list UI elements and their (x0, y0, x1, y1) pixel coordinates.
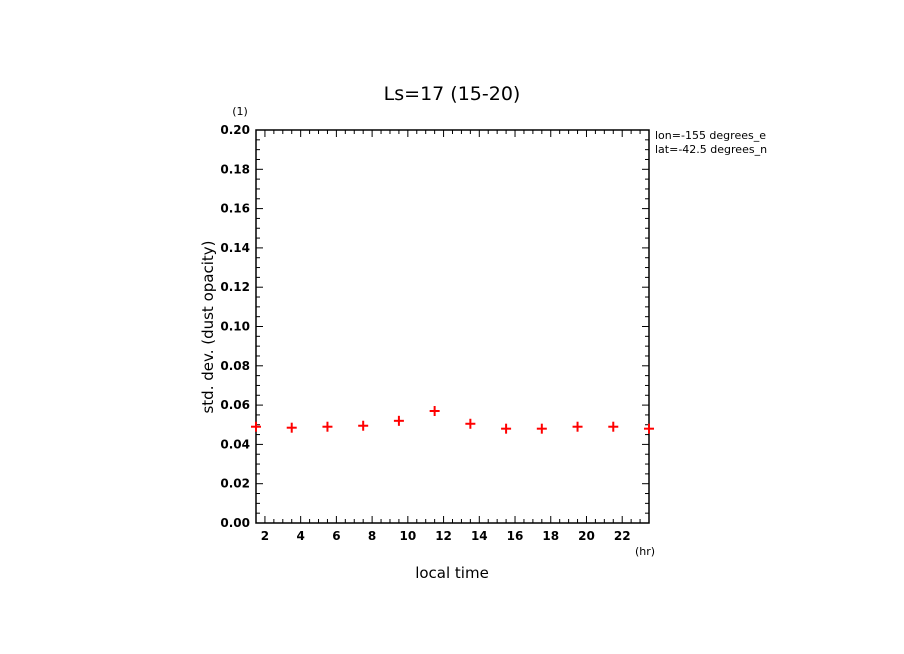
plot-frame (255, 129, 650, 524)
y-unit-label: (1) (232, 105, 248, 118)
x-axis-label: local time (415, 564, 489, 582)
y-tick-label: 0.12 (220, 280, 250, 294)
data-point (358, 420, 369, 431)
x-unit-label: (hr) (635, 545, 655, 558)
x-tick-label: 4 (296, 529, 304, 543)
x-tick-label: 18 (542, 529, 559, 543)
data-point (572, 421, 583, 432)
y-tick-label: 0.08 (220, 359, 250, 373)
data-point (393, 415, 404, 426)
y-tick-label: 0.04 (220, 437, 250, 451)
y-tick-label: 0.18 (220, 162, 250, 176)
annotation-lon: lon=-155 degrees_e (655, 129, 766, 142)
x-tick-label: 22 (614, 529, 631, 543)
data-point (644, 423, 654, 434)
data-point (322, 421, 333, 432)
y-tick-label: 0.10 (220, 320, 250, 334)
x-tick-label: 14 (471, 529, 488, 543)
x-tick-label: 8 (368, 529, 376, 543)
x-tick-label: 12 (435, 529, 452, 543)
y-tick-label: 0.06 (220, 398, 250, 412)
annotation-lat: lat=-42.5 degrees_n (655, 143, 767, 156)
data-point (465, 418, 476, 429)
y-tick-label: 0.02 (220, 477, 250, 491)
data-point (251, 421, 261, 432)
data-point (429, 405, 440, 416)
x-tick-label: 6 (332, 529, 340, 543)
y-tick-label: 0.00 (220, 516, 250, 530)
x-tick-label: 10 (399, 529, 416, 543)
x-tick-label: 16 (507, 529, 524, 543)
y-axis: 0.00 0.02 0.04 0.06 0.08 0.10 0.12 0.14 0.16 0.18… (220, 123, 649, 530)
x-axis: 2 4 6 8 10 12 14 16 18 20 22 (261, 130, 641, 543)
y-tick-label: 0.14 (220, 241, 250, 255)
x-tick-label: 2 (261, 529, 269, 543)
x-tick-label: 20 (578, 529, 595, 543)
data-point (536, 423, 547, 434)
data-point (286, 422, 297, 433)
y-tick-label: 0.20 (220, 123, 250, 137)
y-tick-label: 0.16 (220, 202, 250, 216)
data-point (608, 421, 619, 432)
data-point (501, 423, 512, 434)
data-points (251, 405, 654, 434)
chart-title: Ls=17 (15-20) (384, 83, 521, 105)
y-axis-label: std. dev. (dust opacity) (199, 240, 217, 413)
